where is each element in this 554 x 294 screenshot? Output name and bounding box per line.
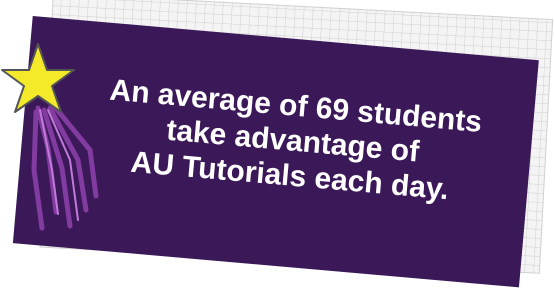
page: An average of 69 students take advantage… bbox=[0, 0, 554, 294]
banner-graphic: An average of 69 students take advantage… bbox=[0, 0, 554, 294]
